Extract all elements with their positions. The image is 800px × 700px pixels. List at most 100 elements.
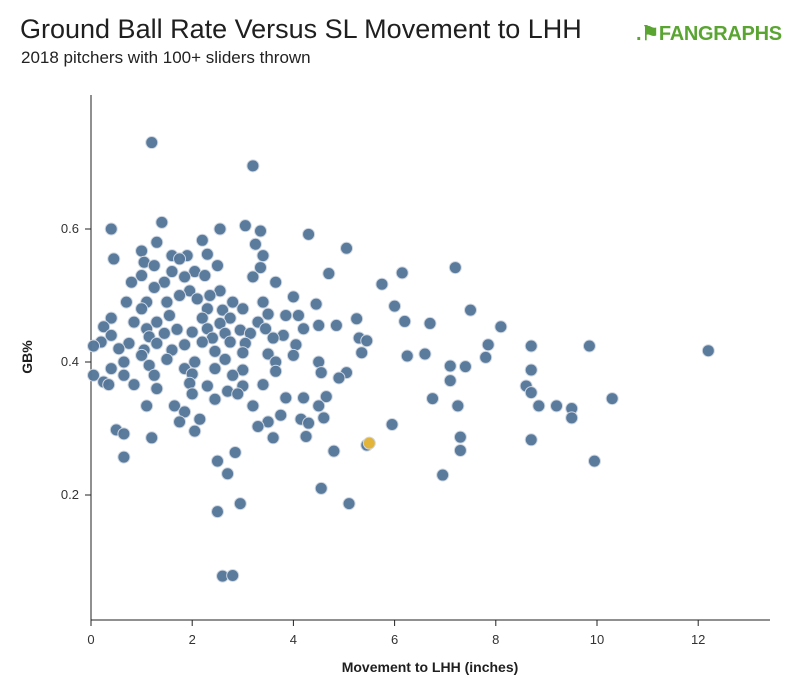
data-point [122,336,136,350]
data-point [226,368,240,382]
data-point [314,481,328,495]
data-point [524,339,538,353]
data-point [398,314,412,328]
data-point [135,269,149,283]
data-point [190,292,204,306]
data-point [117,355,131,369]
data-point [279,308,293,322]
data-point [145,431,159,445]
data-point [340,241,354,255]
data-point [203,289,217,302]
data-point [200,247,214,261]
data-point [200,379,214,393]
data-point [261,307,275,321]
data-point [302,416,316,430]
data-point [329,318,343,332]
y-tick-label: 0.2 [61,487,79,502]
fangraphs-logo: .⚑FANGRAPHS [636,21,782,46]
x-tick-label: 2 [189,632,196,647]
data-point [481,338,495,352]
data-point [388,299,402,313]
data-point [183,376,197,390]
data-point [211,505,224,519]
data-point [195,311,209,325]
data-point [312,318,326,332]
data-point [102,378,116,392]
data-point [117,450,131,464]
data-point [436,468,450,482]
data-point [140,399,154,413]
data-point [524,363,538,377]
data-point [135,348,149,362]
data-point [322,267,336,281]
data-point [443,359,457,373]
data-point [173,289,187,302]
data-point [256,378,270,392]
data-point [104,362,118,376]
data-point [350,312,364,326]
data-point [170,322,184,336]
data-point [302,227,316,241]
data-point [150,315,164,329]
x-tick-label: 0 [87,632,94,647]
axes: 0 2 4 6 8 10 12 0.2 0.4 0.6 [61,95,770,647]
data-point [297,322,311,336]
x-tick-label: 4 [290,632,297,647]
data-point [150,235,164,249]
data-point [185,387,199,401]
data-point [360,334,374,348]
data-point [208,344,222,358]
data-point [145,136,159,150]
data-point [587,454,601,468]
data-point [147,259,161,273]
data-point [524,433,538,447]
data-point [188,424,202,438]
data-point [208,362,222,376]
data-points [87,136,715,583]
data-point [160,295,174,309]
data-point [479,350,493,364]
data-point [286,290,300,304]
data-point [605,392,619,406]
data-point [453,430,467,444]
data-point [236,363,250,377]
data-point [385,418,399,432]
data-point [400,349,414,363]
data-point [319,390,333,404]
x-axis-title: Movement to LHH (inches) [342,659,519,675]
data-point [701,344,715,358]
data-point [582,339,596,353]
data-point [221,467,235,481]
data-point [127,315,141,329]
data-point [286,348,300,362]
data-point [117,368,131,382]
data-point [127,378,141,392]
data-point [254,261,268,275]
data-point [173,252,187,266]
x-tick-label: 6 [391,632,398,647]
data-point [87,339,101,353]
data-point [251,420,265,434]
data-point [117,427,131,441]
data-point [155,215,169,229]
y-axis-title: GB% [19,340,35,374]
data-point [193,412,207,426]
data-point [246,159,260,173]
data-point [327,444,341,458]
y-tick-label: 0.6 [61,221,79,236]
data-point [395,266,409,280]
data-point [233,497,247,511]
data-point [261,347,275,361]
data-point [451,399,465,413]
x-tick-label: 12 [691,632,705,647]
chart-title: Ground Ball Rate Versus SL Movement to L… [20,14,582,44]
x-tick-label: 10 [590,632,604,647]
data-point [218,352,232,366]
data-point [97,320,111,334]
data-point [418,347,432,361]
data-point [228,445,242,459]
data-point [256,249,270,263]
data-point [312,399,326,413]
data-point [423,316,437,330]
